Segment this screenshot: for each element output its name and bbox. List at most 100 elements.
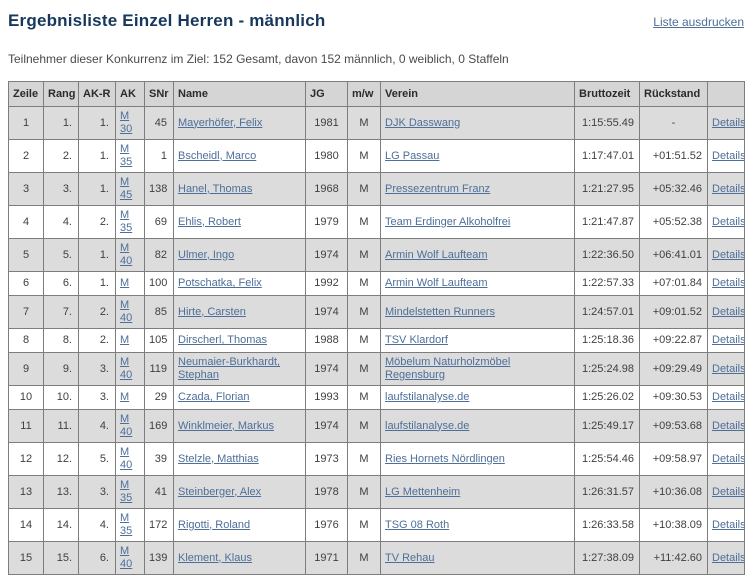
details-link[interactable]: Details — [712, 248, 745, 261]
cell-mw: M — [347, 475, 381, 509]
cell-bruttozeit: 1:22:36.50 — [574, 238, 640, 272]
club-link[interactable]: TSG 08 Roth — [385, 518, 450, 531]
cell-mw: M — [347, 385, 381, 410]
club-link[interactable]: laufstilanalyse.de — [385, 419, 470, 432]
cell-ak: M 35 — [115, 475, 145, 509]
athlete-name-link[interactable]: Ehlis, Robert — [178, 215, 241, 228]
age-class-link[interactable]: M 40 — [120, 356, 133, 381]
club-link[interactable]: DJK Dasswang — [385, 116, 461, 129]
athlete-name-link[interactable]: Steinberger, Alex — [178, 485, 262, 498]
cell-zeile: 4 — [8, 205, 44, 239]
cell-rueckstand: +09:30.53 — [639, 385, 708, 410]
age-class-link[interactable]: M — [120, 334, 130, 346]
cell-ak-rang: 4. — [78, 508, 116, 542]
cell-verein: Mindelstetten Runners — [380, 295, 575, 329]
cell-bruttozeit: 1:25:18.36 — [574, 328, 640, 353]
club-link[interactable]: LG Mettenheim — [385, 485, 461, 498]
cell-snr: 45 — [144, 106, 174, 140]
athlete-name-link[interactable]: Winklmeier, Markus — [178, 419, 274, 432]
table-row: 8 8. 2. M 105 Dirscherl, Thomas 1988 M T… — [8, 328, 745, 353]
cell-jg: 1981 — [305, 106, 348, 140]
age-class-link[interactable]: M 40 — [120, 446, 133, 471]
details-link[interactable]: Details — [712, 334, 745, 346]
cell-verein: LG Mettenheim — [380, 475, 575, 509]
cell-details: Details — [707, 172, 745, 206]
table-row: 1 1. 1. M 30 45 Mayerhöfer, Felix 1981 M… — [8, 106, 745, 140]
cell-zeile: 5 — [8, 238, 44, 272]
cell-rueckstand: +11:42.60 — [639, 541, 708, 575]
age-class-link[interactable]: M 35 — [120, 143, 133, 168]
athlete-name-link[interactable]: Rigotti, Roland — [178, 518, 251, 531]
cell-mw: M — [347, 328, 381, 353]
cell-snr: 39 — [144, 442, 174, 476]
cell-rueckstand: +05:52.38 — [639, 205, 708, 239]
cell-name: Hanel, Thomas — [173, 172, 306, 206]
cell-bruttozeit: 1:21:47.87 — [574, 205, 640, 239]
cell-rueckstand: - — [639, 106, 708, 140]
details-link[interactable]: Details — [712, 116, 745, 129]
details-link[interactable]: Details — [712, 391, 745, 403]
age-class-link[interactable]: M 35 — [120, 479, 133, 504]
athlete-name-link[interactable]: Neumaier-Burkhardt, Stephan — [178, 356, 281, 381]
print-list-link[interactable]: Liste ausdrucken — [653, 15, 744, 29]
details-link[interactable]: Details — [712, 518, 745, 531]
cell-verein: laufstilanalyse.de — [380, 385, 575, 410]
club-link[interactable]: Armin Wolf Laufteam — [385, 248, 488, 261]
athlete-name-link[interactable]: Bscheidl, Marco — [178, 149, 257, 162]
details-link[interactable]: Details — [712, 551, 745, 564]
athlete-name-link[interactable]: Dirscherl, Thomas — [178, 334, 268, 346]
age-class-link[interactable]: M 40 — [120, 242, 133, 267]
age-class-link[interactable]: M — [120, 391, 130, 403]
cell-details: Details — [707, 106, 745, 140]
cell-rang: 14. — [43, 508, 79, 542]
age-class-link[interactable]: M 40 — [120, 413, 133, 438]
club-link[interactable]: Mindelstetten Runners — [385, 305, 496, 318]
details-link[interactable]: Details — [712, 215, 745, 228]
club-link[interactable]: TSV Klardorf — [385, 334, 448, 346]
athlete-name-link[interactable]: Czada, Florian — [178, 391, 250, 403]
details-link[interactable]: Details — [712, 419, 745, 432]
cell-mw: M — [347, 352, 381, 386]
club-link[interactable]: Pressezentrum Franz — [385, 182, 491, 195]
details-link[interactable]: Details — [712, 485, 745, 498]
club-link[interactable]: Möbelum Naturholzmöbel Regensburg — [385, 356, 511, 381]
athlete-name-link[interactable]: Stelzle, Matthias — [178, 452, 259, 465]
athlete-name-link[interactable]: Ulmer, Ingo — [178, 248, 235, 261]
age-class-link[interactable]: M 30 — [120, 110, 133, 135]
cell-mw: M — [347, 409, 381, 443]
club-link[interactable]: Armin Wolf Laufteam — [385, 277, 488, 289]
age-class-link[interactable]: M 35 — [120, 512, 133, 537]
athlete-name-link[interactable]: Klement, Klaus — [178, 551, 252, 564]
cell-name: Ulmer, Ingo — [173, 238, 306, 272]
cell-ak-rang: 1. — [78, 271, 116, 296]
details-link[interactable]: Details — [712, 305, 745, 318]
club-link[interactable]: TV Rehau — [385, 551, 435, 564]
details-link[interactable]: Details — [712, 362, 745, 375]
athlete-name-link[interactable]: Hanel, Thomas — [178, 182, 253, 195]
age-class-link[interactable]: M — [120, 277, 130, 289]
club-link[interactable]: Team Erdinger Alkoholfrei — [385, 215, 511, 228]
club-link[interactable]: laufstilanalyse.de — [385, 391, 470, 403]
details-link[interactable]: Details — [712, 182, 745, 195]
athlete-name-link[interactable]: Hirte, Carsten — [178, 305, 246, 318]
table-header: Zeile Rang AK-R AK SNr Name JG m/w Verei… — [8, 81, 745, 107]
details-link[interactable]: Details — [712, 452, 745, 465]
age-class-link[interactable]: M 40 — [120, 545, 133, 570]
cell-details: Details — [707, 352, 745, 386]
cell-mw: M — [347, 106, 381, 140]
details-link[interactable]: Details — [712, 277, 745, 289]
age-class-link[interactable]: M 45 — [120, 176, 133, 201]
participants-summary: Teilnehmer dieser Konkurrenz im Ziel: 15… — [8, 52, 509, 66]
cell-bruttozeit: 1:24:57.01 — [574, 295, 640, 329]
details-link[interactable]: Details — [712, 149, 745, 162]
header-row: Zeile Rang AK-R AK SNr Name JG m/w Verei… — [8, 81, 745, 107]
age-class-link[interactable]: M 40 — [120, 299, 133, 324]
athlete-name-link[interactable]: Potschatka, Felix — [178, 277, 262, 289]
club-link[interactable]: Ries Hornets Nördlingen — [385, 452, 505, 465]
club-link[interactable]: LG Passau — [385, 149, 440, 162]
table-row: 15 15. 6. M 40 139 Klement, Klaus 1971 M… — [8, 541, 745, 575]
age-class-link[interactable]: M 35 — [120, 209, 133, 234]
cell-jg: 1988 — [305, 328, 348, 353]
athlete-name-link[interactable]: Mayerhöfer, Felix — [178, 116, 263, 129]
cell-rueckstand: +09:01.52 — [639, 295, 708, 329]
